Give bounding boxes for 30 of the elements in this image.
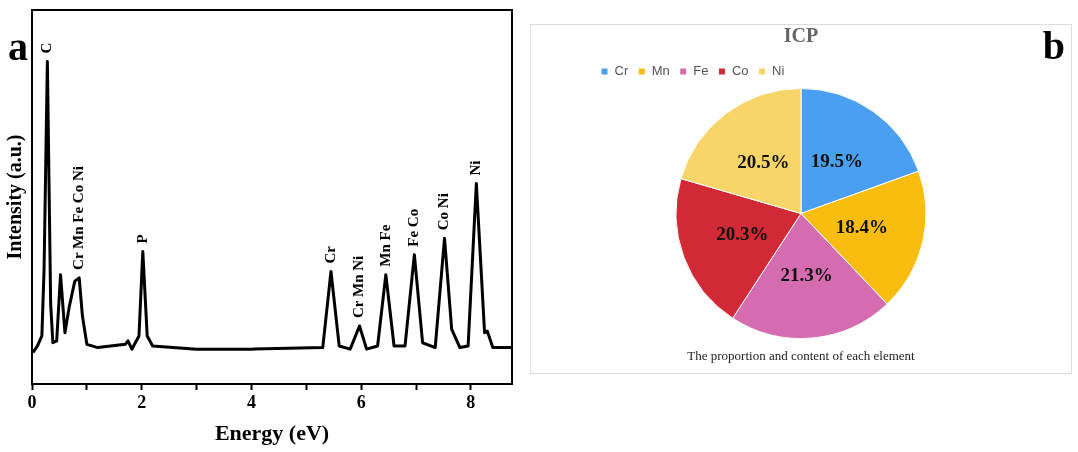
chart-title: ICP [783, 24, 819, 47]
text: b [1042, 23, 1065, 69]
x-tick-label: 2 [137, 392, 147, 413]
data-label: 20.3% [716, 223, 769, 245]
annotation: P [133, 234, 150, 244]
annotation: Mn Fe [376, 224, 393, 267]
x-axis-title: Energy (eV) [214, 420, 330, 446]
data-label: 18.4% [835, 215, 888, 237]
annotation: Cr [321, 245, 338, 264]
x-tick-label: 6 [356, 392, 366, 413]
data-label: 19.5% [810, 150, 864, 172]
legend-label: Ni [772, 63, 785, 79]
annotation: C [38, 42, 55, 54]
text: The proportion and content of each element [687, 347, 916, 363]
annotation: Cr Mn Fe Co Ni [70, 166, 87, 270]
annotation: Co Ni [435, 193, 452, 231]
legend-label: Fe [693, 63, 709, 79]
x-tick-label: 4 [246, 392, 256, 413]
legend-label: Co [731, 63, 749, 79]
annotation: Cr Mn Ni [350, 255, 367, 318]
text: a [8, 24, 28, 70]
x-tick-label: 0 [27, 392, 37, 413]
annotation: Fe Co [405, 208, 422, 247]
legend-label: Cr [614, 63, 629, 79]
x-tick-label: 8 [466, 392, 476, 413]
data-label: 20.5% [737, 151, 790, 173]
legend-label: Mn [651, 63, 670, 79]
y-axis-title: Intensity (a.u.) [3, 134, 27, 260]
annotation: Ni [467, 160, 484, 176]
data-label: 21.3% [780, 263, 833, 285]
